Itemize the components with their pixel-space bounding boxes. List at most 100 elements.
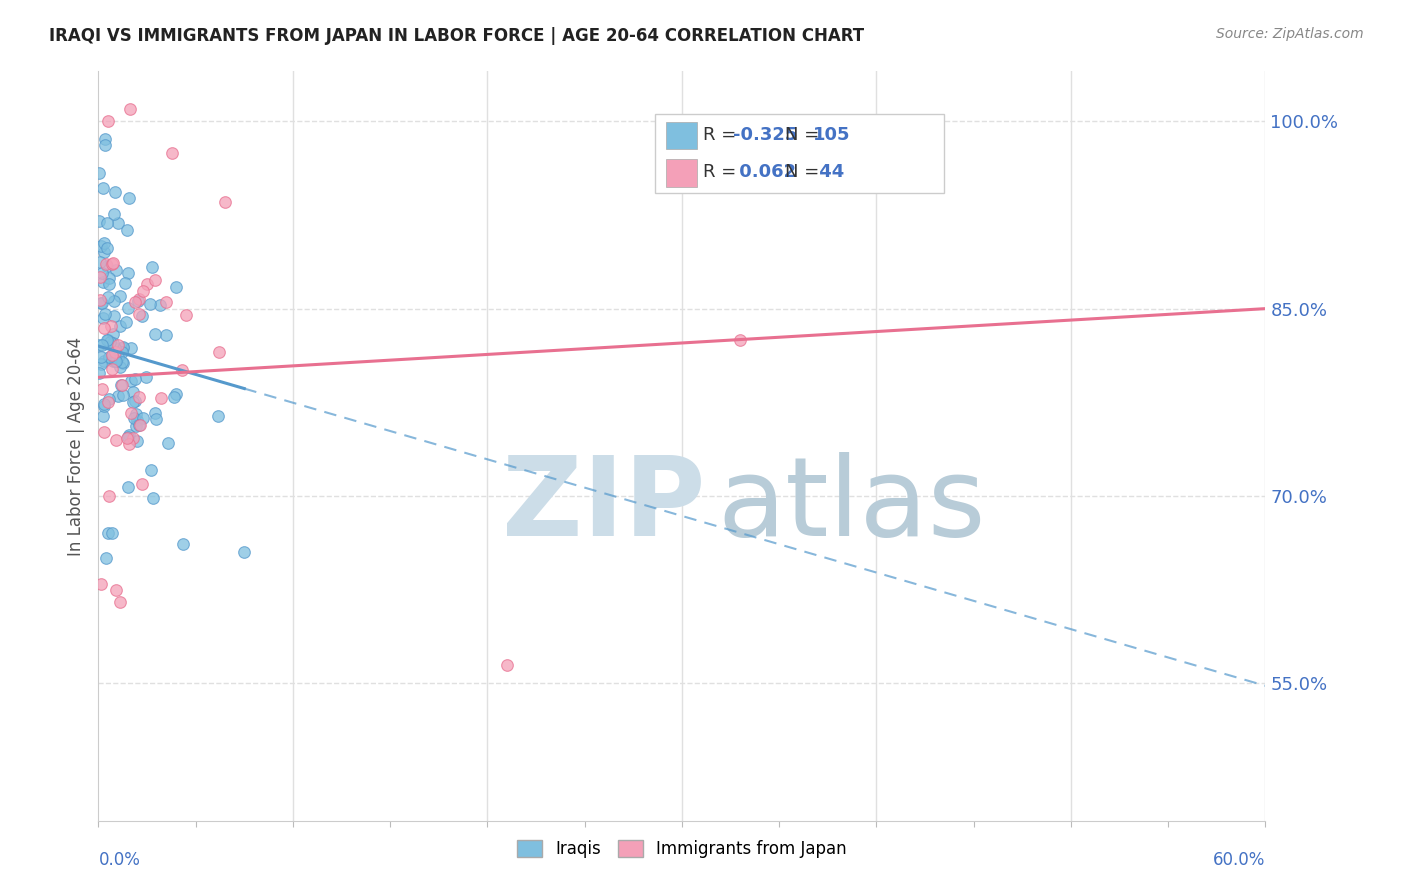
Point [93, 235, 115, 250]
Point [128, 292, 150, 306]
Point [139, 462, 162, 476]
Text: ZIP: ZIP [502, 452, 706, 559]
Point [94, 132, 117, 146]
Point [105, 354, 128, 368]
Point [91, 296, 114, 310]
Point [104, 341, 127, 355]
Text: 44: 44 [813, 162, 844, 180]
Point [91, 276, 114, 290]
Point [233, 545, 256, 559]
Point [97, 334, 120, 348]
Point [141, 260, 163, 274]
Text: N =: N = [785, 127, 824, 145]
Point [127, 434, 149, 449]
Text: 0.0%: 0.0% [98, 851, 141, 869]
Point [98, 335, 121, 350]
Point [90, 295, 112, 310]
Point [120, 406, 142, 420]
Point [118, 437, 141, 451]
Point [101, 526, 124, 541]
Point [97, 526, 120, 541]
Point [91, 266, 114, 280]
Point [94, 138, 117, 153]
Point [207, 409, 229, 424]
Text: 105: 105 [813, 127, 851, 145]
Point [89, 255, 111, 269]
Point [125, 407, 148, 421]
Point [89, 270, 111, 285]
Point [107, 338, 129, 352]
Point [101, 354, 124, 368]
Point [122, 431, 145, 445]
Point [96, 259, 118, 273]
Point [121, 385, 143, 400]
Point [120, 375, 142, 389]
Point [98, 351, 121, 365]
Point [142, 491, 165, 505]
Point [93, 354, 115, 368]
Point [96, 241, 118, 255]
Point [124, 294, 146, 309]
Point [117, 266, 139, 280]
Text: Source: ZipAtlas.com: Source: ZipAtlas.com [1216, 27, 1364, 41]
Point [89, 214, 111, 228]
Point [104, 351, 127, 366]
Point [111, 388, 134, 402]
Point [112, 356, 135, 370]
Point [112, 340, 135, 354]
Point [165, 387, 187, 401]
Point [162, 145, 184, 160]
Point [108, 360, 131, 375]
Point [108, 288, 131, 302]
Point [101, 336, 124, 351]
Point [104, 354, 127, 368]
Point [103, 345, 125, 359]
Point [150, 391, 173, 405]
Point [143, 327, 166, 342]
Point [97, 392, 120, 406]
Point [125, 418, 148, 433]
Point [103, 347, 125, 361]
Point [136, 277, 159, 291]
Point [107, 350, 129, 364]
Point [107, 389, 129, 403]
Point [163, 390, 186, 404]
Point [112, 341, 135, 355]
Point [101, 361, 124, 376]
Point [91, 409, 114, 423]
Point [114, 277, 136, 291]
Point [124, 372, 146, 386]
Point [138, 297, 160, 311]
Point [93, 425, 115, 439]
Y-axis label: In Labor Force | Age 20-64: In Labor Force | Age 20-64 [66, 336, 84, 556]
Point [97, 290, 120, 304]
Point [94, 307, 117, 321]
Point [214, 195, 236, 210]
Point [120, 341, 142, 355]
Point [208, 345, 231, 359]
Point [117, 431, 139, 445]
Point [108, 595, 131, 609]
Point [91, 181, 114, 195]
Point [96, 216, 118, 230]
Point [111, 355, 134, 369]
Point [103, 310, 125, 324]
Point [89, 293, 111, 308]
Point [101, 326, 124, 341]
Point [172, 537, 194, 551]
Point [165, 280, 187, 294]
Point [100, 318, 122, 333]
Text: 60.0%: 60.0% [1213, 851, 1265, 869]
Text: N =: N = [785, 162, 824, 180]
Point [110, 319, 132, 334]
Point [135, 370, 157, 384]
Text: atlas: atlas [717, 452, 986, 559]
Point [495, 657, 517, 672]
Text: -0.325: -0.325 [733, 127, 797, 145]
Point [97, 114, 120, 128]
Point [93, 321, 115, 335]
Point [105, 263, 128, 277]
Point [114, 315, 136, 329]
Point [103, 185, 125, 199]
Point [118, 428, 141, 442]
